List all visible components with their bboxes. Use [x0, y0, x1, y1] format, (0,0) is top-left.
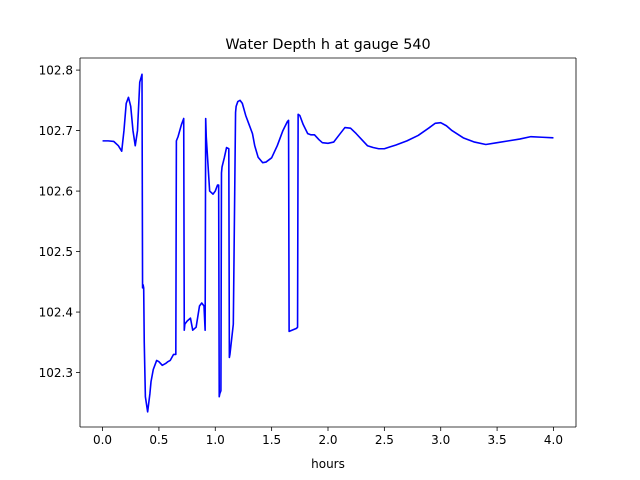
- y-tick-label: 102.5: [39, 245, 73, 259]
- x-tick-label: 0.5: [149, 433, 168, 447]
- chart-title: Water Depth h at gauge 540: [225, 37, 430, 53]
- x-axis-label: hours: [311, 457, 345, 471]
- plot-area: 0.0 0.5 1.0 1.5 2.0 2.5 3.0 3.5 4.0 102.3 102.4 102…: [39, 57, 577, 447]
- x-tick-label: 3.5: [488, 433, 507, 447]
- y-tick-label: 102.7: [39, 124, 73, 138]
- y-tick-label: 102.4: [39, 305, 73, 319]
- x-tick-label: 1.5: [262, 433, 281, 447]
- y-tick-label: 102.6: [39, 184, 73, 198]
- x-tick-label: 1.0: [206, 433, 225, 447]
- x-tick-label: 3.0: [431, 433, 450, 447]
- series-line-0: [102, 73, 554, 413]
- x-tick-label: 4.0: [544, 433, 563, 447]
- x-tick-label: 0.0: [93, 433, 112, 447]
- y-tick-label: 102.3: [39, 366, 73, 380]
- x-tick-label: 2.5: [375, 433, 394, 447]
- x-tick-label: 2.0: [318, 433, 337, 447]
- y-tick-label: 102.8: [39, 63, 73, 77]
